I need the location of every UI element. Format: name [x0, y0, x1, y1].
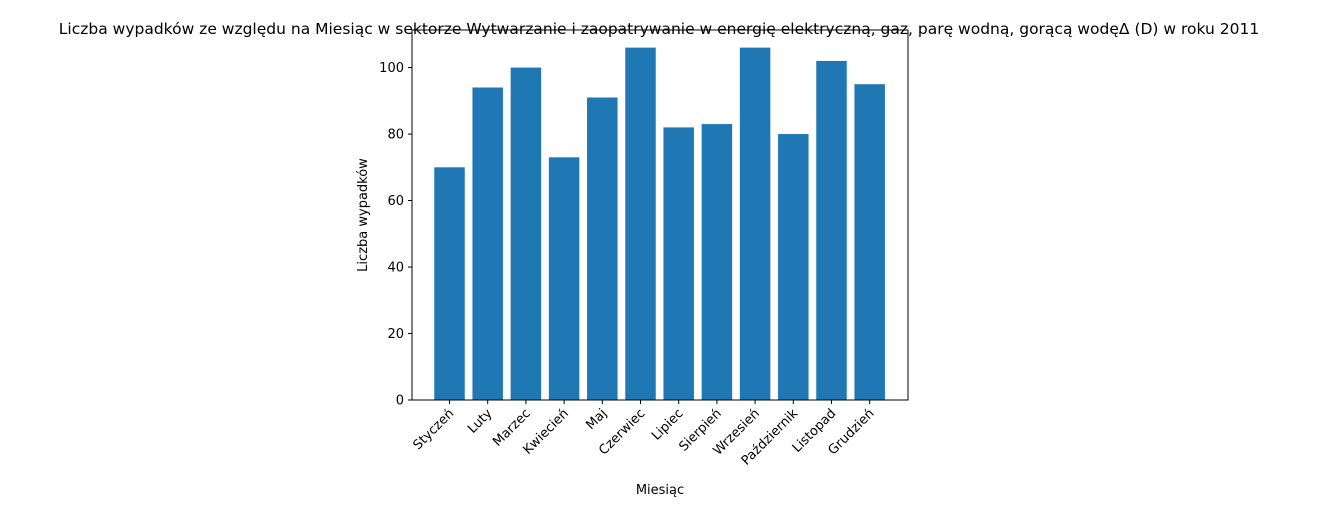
x-tick-label-1: Luty: [465, 406, 496, 437]
bar-10: [816, 60, 847, 401]
chart-title: Liczba wypadków ze względu na Miesiąc w …: [59, 20, 1259, 38]
y-tick-label-1: 20: [387, 327, 404, 342]
bar-6: [663, 127, 694, 401]
x-tick-label-0: Styczeń: [410, 406, 457, 453]
x-tick-label-6: Lipiec: [649, 406, 686, 443]
bar-4: [587, 97, 618, 400]
x-axis-title: Miesiąc: [636, 483, 684, 498]
y-tick-label-3: 60: [387, 194, 404, 209]
bar-8: [739, 47, 771, 401]
y-tick-label-0: 0: [396, 394, 404, 409]
y-axis: 0 20 40 60 80 100: [379, 61, 412, 409]
plot-frame: [411, 29, 909, 401]
y-tick-label-5: 100: [379, 61, 404, 76]
y-tick-label-2: 40: [387, 261, 404, 276]
bar-0: [434, 167, 465, 400]
bars-layer: [434, 47, 885, 401]
bar-5: [625, 47, 656, 401]
bar-3: [548, 157, 580, 400]
x-tick-label-4: Maj: [583, 406, 610, 433]
bar-1: [472, 87, 503, 400]
bar-7: [701, 124, 733, 400]
y-tick-label-4: 80: [387, 128, 404, 143]
bar-9: [778, 134, 809, 401]
bar-2: [510, 67, 542, 400]
y-axis-title: Liczba wypadków: [356, 158, 371, 272]
bar-11: [854, 84, 885, 400]
